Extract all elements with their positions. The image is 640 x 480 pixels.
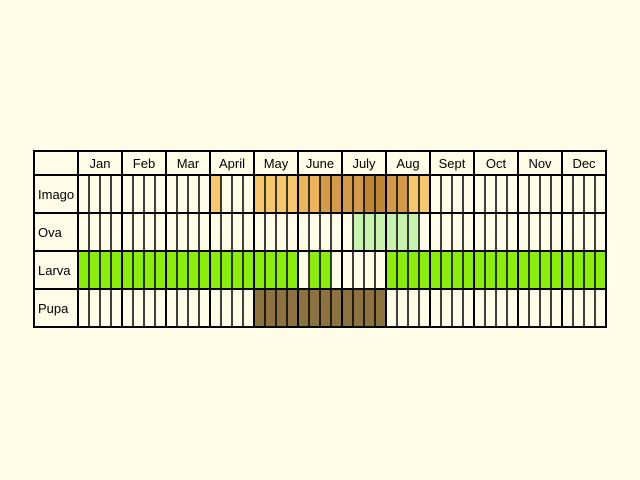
month-label: Oct bbox=[486, 156, 507, 171]
labels: Jan Feb Mar April May June July Aug Sept Oct Nov De… bbox=[38, 156, 596, 316]
month-label: April bbox=[219, 156, 245, 171]
month-label: Mar bbox=[177, 156, 200, 171]
stage-label: Larva bbox=[38, 263, 71, 278]
month-label: Jan bbox=[90, 156, 111, 171]
stage-label: Ova bbox=[38, 225, 63, 240]
month-label: June bbox=[306, 156, 334, 171]
month-label: Aug bbox=[396, 156, 419, 171]
month-label: Nov bbox=[528, 156, 552, 171]
stage-label: Imago bbox=[38, 187, 74, 202]
month-label: Sept bbox=[439, 156, 466, 171]
month-label: Feb bbox=[133, 156, 155, 171]
period-imago bbox=[210, 175, 221, 213]
grid-lines bbox=[33, 150, 607, 328]
stage-label: Pupa bbox=[38, 301, 69, 316]
month-label: May bbox=[264, 156, 289, 171]
month-label: July bbox=[352, 156, 376, 171]
month-label: Dec bbox=[572, 156, 596, 171]
